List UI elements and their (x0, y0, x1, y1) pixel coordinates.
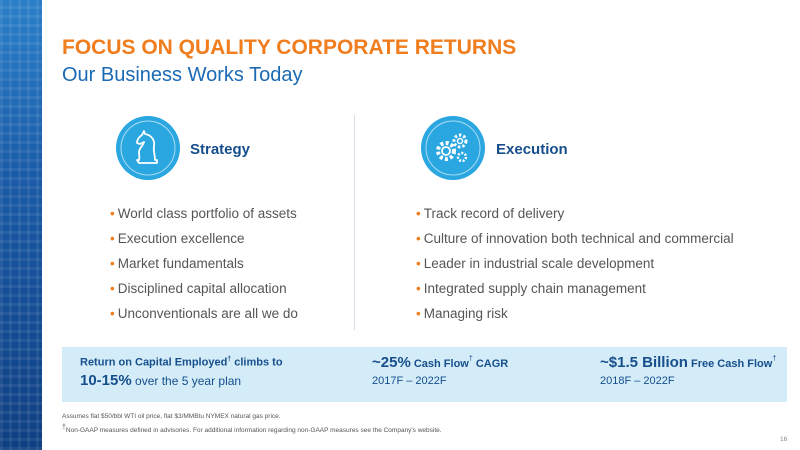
dagger: † (468, 355, 473, 363)
period: 2017F – 2022F (372, 375, 447, 387)
highlight: ~25% Cash Flow† CAGR 2017F – 2022F (372, 354, 508, 387)
bullet: Track record of delivery (416, 206, 734, 231)
highlight-figure: ~25% (372, 354, 411, 371)
highlight-band (62, 347, 787, 402)
highlight-text: Return on Capital Employed (80, 356, 228, 369)
bullet: Culture of innovation both technical and… (416, 231, 734, 256)
highlight-figure: ~$1.5 Billion (600, 354, 688, 371)
highlight: ~$1.5 Billion Free Cash Flow† 2018F – 20… (600, 354, 776, 387)
period: 2018F – 2022F (600, 375, 675, 387)
bullet-list: Track record of delivery Culture of inno… (416, 206, 734, 331)
column-heading: Strategy (190, 141, 251, 158)
subtitle: Our Business Works Today (62, 64, 303, 86)
page-number: 16 (780, 436, 788, 443)
execution-icon (421, 116, 485, 180)
highlight-figure: 10-15% (80, 371, 132, 389)
highlight-text: CAGR (472, 358, 509, 370)
footnote: †Non-GAAP measures defined in advisories… (62, 424, 442, 434)
bullet: Execution excellence (110, 231, 298, 256)
divider (354, 115, 355, 330)
bullet: World class portfolio of assets (110, 206, 298, 231)
highlight: Return on Capital Employed† climbs to 10… (80, 356, 283, 390)
side-strip (0, 0, 42, 450)
bullet-list: World class portfolio of assets Executio… (110, 206, 298, 331)
highlight-text: Free Cash Flow (687, 358, 773, 370)
bullet: Market fundamentals (110, 256, 298, 281)
bullet: Managing risk (416, 306, 734, 331)
bullet: Disciplined capital allocation (110, 281, 298, 306)
title: FOCUS ON QUALITY CORPORATE RETURNS (62, 36, 517, 59)
bullet: Unconventionals are all we do (110, 306, 298, 331)
highlight-text: over the 5 year plan (131, 373, 242, 388)
column-heading: Execution (496, 141, 568, 158)
strategy-icon (116, 116, 180, 180)
footnote-text: Non-GAAP measures defined in advisories.… (65, 427, 442, 435)
bullet: Integrated supply chain management (416, 281, 734, 306)
footnote: Assumes flat $50/bbl WTI oil price, flat… (62, 413, 281, 420)
highlight-text: climbs to (231, 356, 283, 369)
bullet: Leader in industrial scale development (416, 256, 734, 281)
highlight-text: Cash Flow (410, 358, 469, 370)
dagger: † (227, 356, 232, 363)
dagger: † (62, 424, 66, 431)
dagger: † (772, 355, 777, 363)
